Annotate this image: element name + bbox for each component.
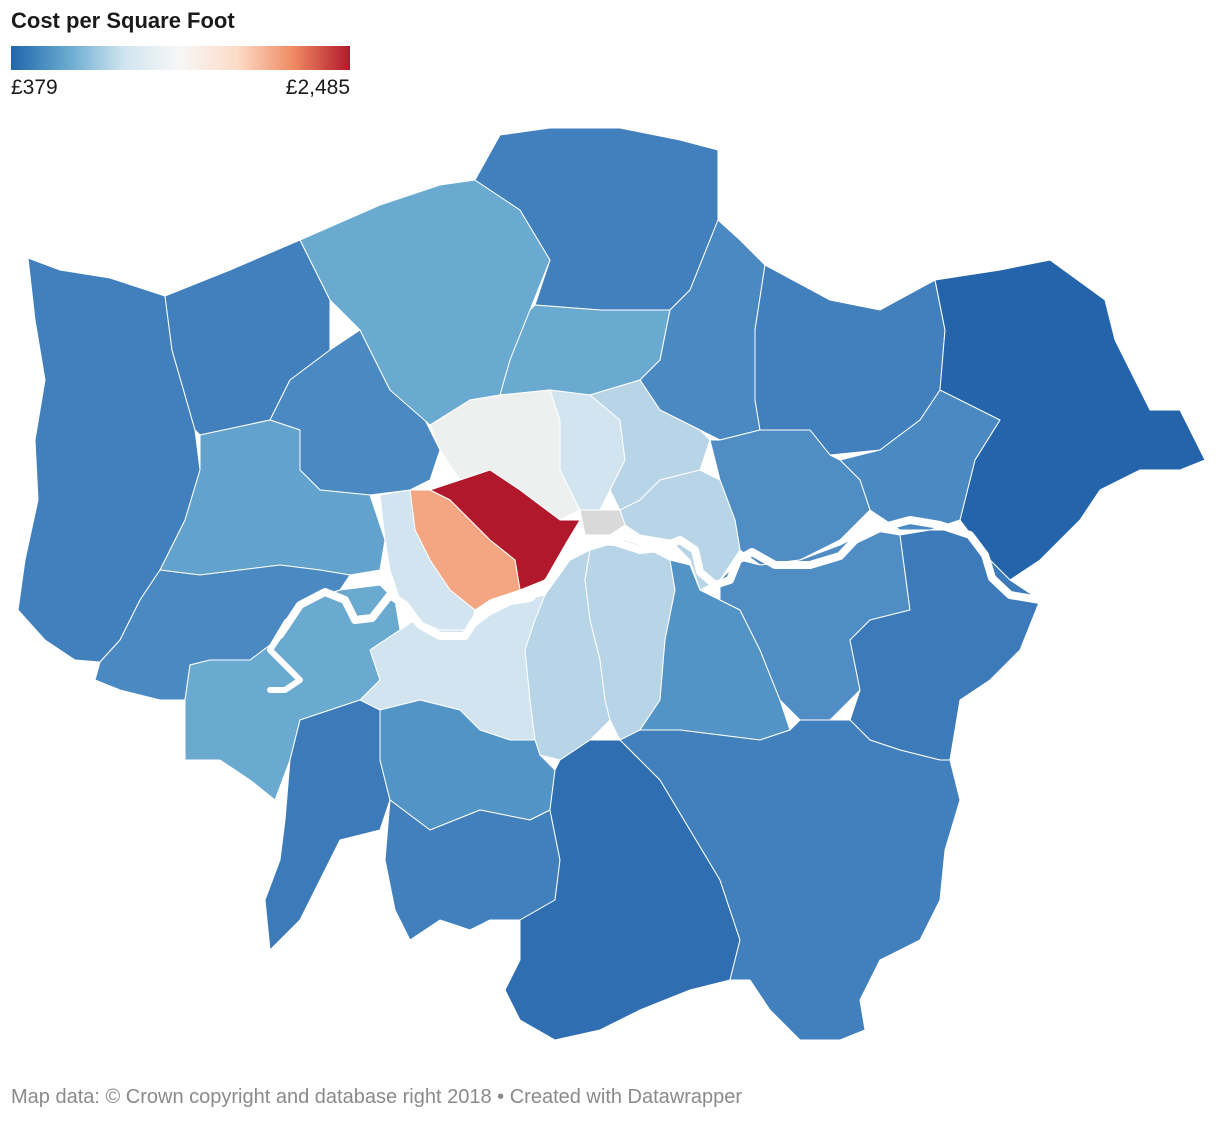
footer-credit[interactable]: Created with Datawrapper [509, 1086, 743, 1108]
borough-bromley[interactable] [619, 719, 961, 1041]
legend-gradient-bar [11, 46, 350, 70]
borough-newham[interactable] [709, 429, 871, 566]
legend-max-label: £2,485 [285, 76, 350, 99]
river-thames-west [267, 632, 303, 693]
borough-city-of-london[interactable] [579, 509, 626, 536]
legend-min-label: £379 [11, 76, 58, 99]
borough-kingston[interactable] [264, 699, 391, 951]
map-title: Cost per Square Foot [11, 8, 235, 33]
river-thames [276, 516, 1044, 640]
attribution-footer: Map data: © Crown copyright and database… [11, 1086, 743, 1108]
borough-tower-hamlets[interactable] [619, 469, 741, 591]
footer-source: Map data: © Crown copyright and database… [11, 1086, 492, 1108]
borough-barking-dagenham[interactable] [839, 389, 1001, 531]
